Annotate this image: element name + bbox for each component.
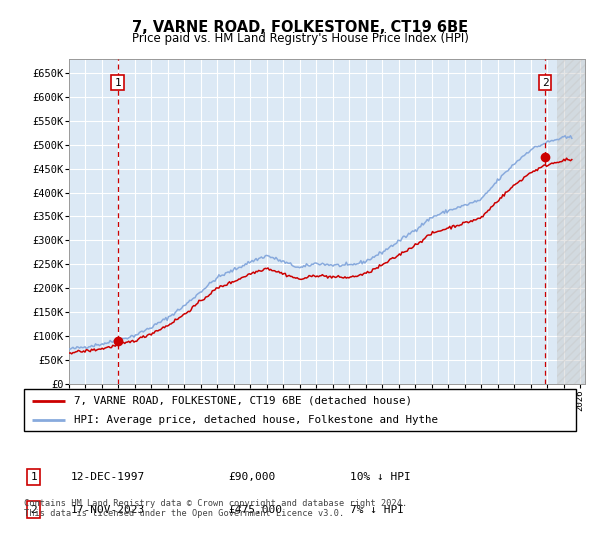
- Text: Price paid vs. HM Land Registry's House Price Index (HPI): Price paid vs. HM Land Registry's House …: [131, 32, 469, 45]
- Text: HPI: Average price, detached house, Folkestone and Hythe: HPI: Average price, detached house, Folk…: [74, 415, 437, 425]
- Bar: [557, 59, 585, 384]
- Text: 17-NOV-2023: 17-NOV-2023: [71, 505, 145, 515]
- Text: 7% ↓ HPI: 7% ↓ HPI: [350, 505, 404, 515]
- Text: 12-DEC-1997: 12-DEC-1997: [71, 472, 145, 482]
- Text: 2: 2: [542, 78, 548, 88]
- Text: £475,000: £475,000: [228, 505, 282, 515]
- Text: Contains HM Land Registry data © Crown copyright and database right 2024.
This d: Contains HM Land Registry data © Crown c…: [24, 499, 407, 519]
- Text: 7, VARNE ROAD, FOLKESTONE, CT19 6BE (detached house): 7, VARNE ROAD, FOLKESTONE, CT19 6BE (det…: [74, 395, 412, 405]
- Text: 1: 1: [114, 78, 121, 88]
- Text: 7, VARNE ROAD, FOLKESTONE, CT19 6BE: 7, VARNE ROAD, FOLKESTONE, CT19 6BE: [132, 20, 468, 35]
- Text: 10% ↓ HPI: 10% ↓ HPI: [350, 472, 410, 482]
- Text: 1: 1: [31, 472, 37, 482]
- Text: £90,000: £90,000: [228, 472, 275, 482]
- Text: 2: 2: [31, 505, 37, 515]
